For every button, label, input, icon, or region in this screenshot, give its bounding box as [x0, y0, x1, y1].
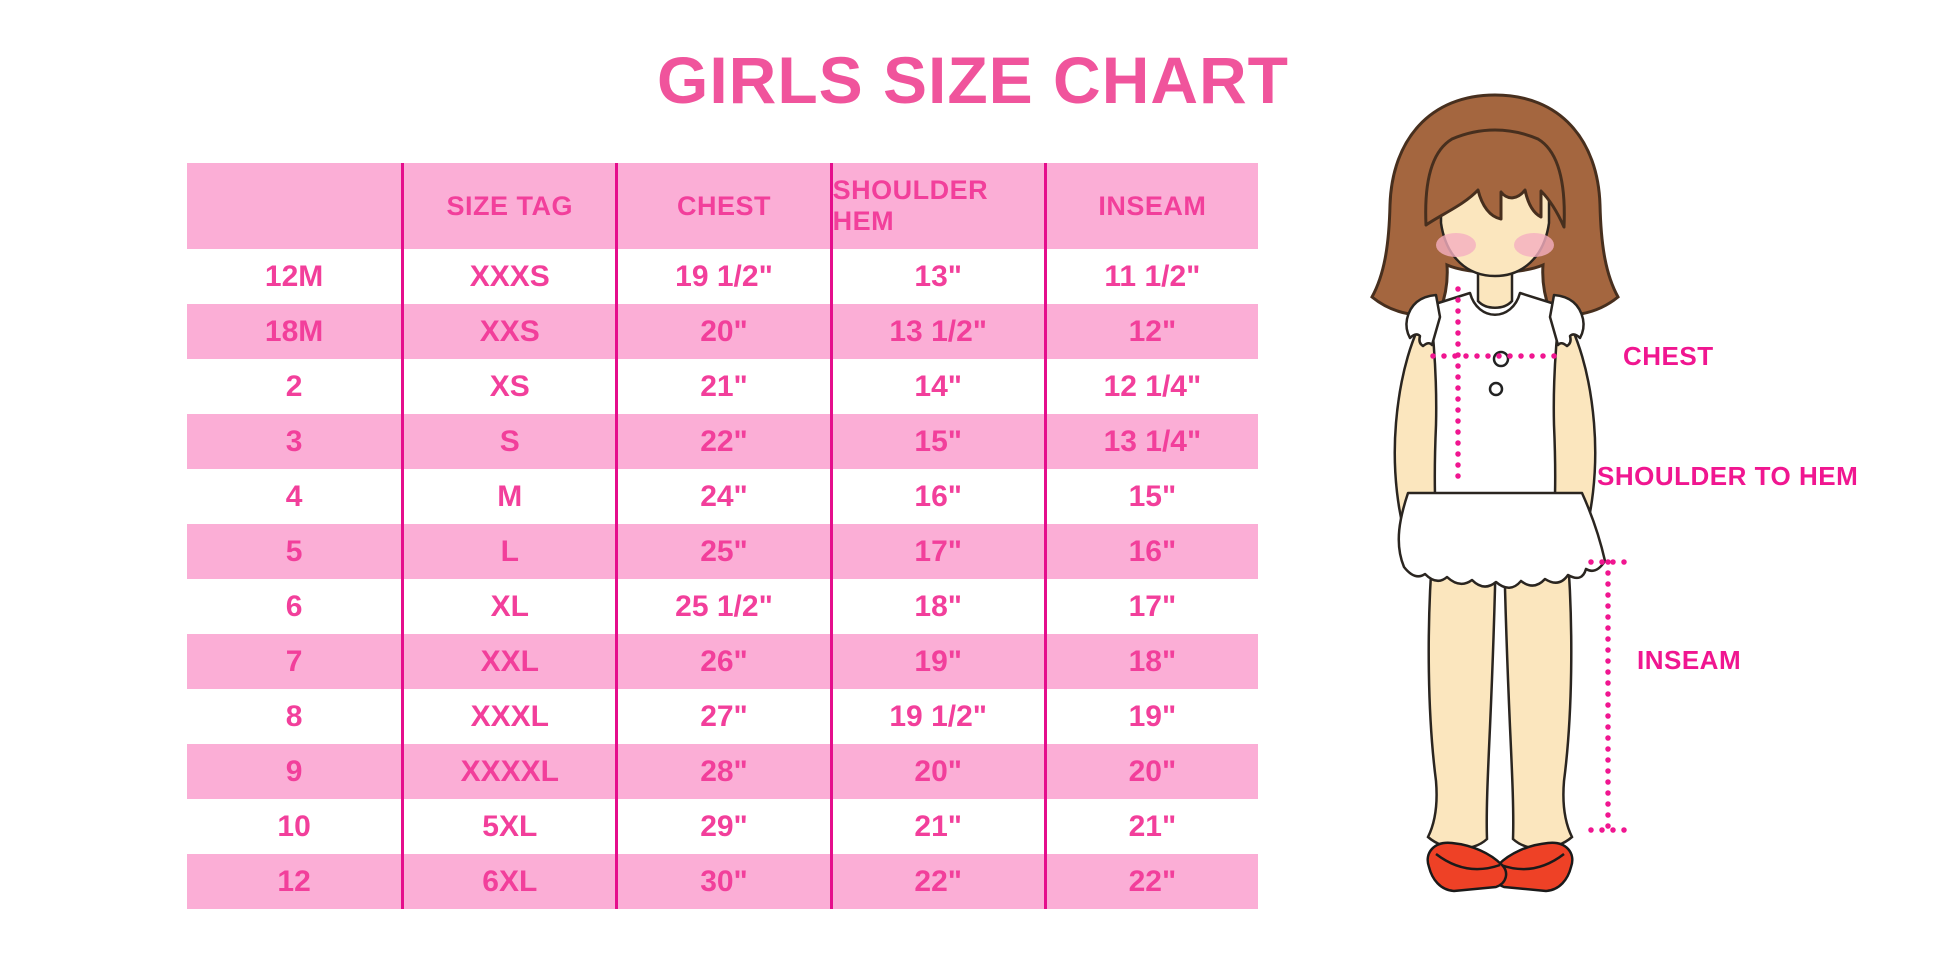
row-size-label: 10: [277, 809, 311, 843]
girl-blush-right: [1514, 233, 1554, 257]
column-header: CHEST: [615, 163, 830, 249]
table-cell: XXXXL: [401, 744, 616, 799]
table-cell: XXXL: [401, 689, 615, 744]
size-table: SIZE TAG CHEST SHOULDER HEM INSEAM 12M XXXS 19…: [187, 163, 1258, 909]
table-cell: 19": [829, 634, 1044, 689]
table-cell: 22": [1043, 854, 1258, 909]
table-cell: XXL: [401, 634, 616, 689]
table-cell: 20": [829, 744, 1044, 799]
girl-ruffle-left: [1405, 293, 1442, 348]
table-cell: XXS: [401, 304, 616, 359]
table-cell: 27": [615, 689, 829, 744]
table-cell: 19 1/2": [615, 249, 829, 304]
table-cell: 21": [829, 799, 1044, 854]
row-size-label: 6: [285, 589, 303, 623]
table-cell: 28": [615, 744, 830, 799]
row-size-label: 8: [285, 699, 303, 733]
column-header: [187, 163, 402, 249]
table-cell: 22": [829, 854, 1044, 909]
row-size-label: 2: [285, 369, 303, 403]
table-cell: 30": [615, 854, 830, 909]
table-cell: 25 1/2": [615, 579, 829, 634]
table-cell: 19 1/2": [829, 689, 1044, 744]
chest-label: CHEST: [1623, 341, 1714, 371]
table-cell: 22": [615, 414, 830, 469]
girl-bangs: [1424, 128, 1566, 229]
table-cell: 19": [1043, 689, 1258, 744]
table-cell: 25": [615, 524, 830, 579]
table-cell: 16": [1043, 524, 1258, 579]
table-cell: S: [401, 414, 616, 469]
dress-button-1: [1492, 350, 1510, 368]
row-size-label: 3: [187, 414, 402, 469]
girl-leg-right: [1502, 543, 1574, 850]
table-cell: L: [401, 524, 616, 579]
table-cell: M: [401, 469, 615, 524]
table-cell: 13 1/4": [1043, 414, 1258, 469]
shoulder-to-hem-label: SHOULDER TO HEM: [1597, 461, 1859, 491]
girl-shoe-strap-left: [1435, 853, 1501, 871]
row-size-label: 9: [187, 744, 402, 799]
table-cell: 21": [615, 359, 829, 414]
table-cell: 15": [829, 414, 1044, 469]
table-cell: 5XL: [401, 799, 615, 854]
row-size-label: 12: [187, 854, 402, 909]
table-cell: 17": [1043, 579, 1258, 634]
table-cell: 15": [1043, 469, 1258, 524]
table-cell: 12": [1043, 304, 1258, 359]
girl-illustration: [1370, 93, 1628, 893]
table-cell: 17": [829, 524, 1044, 579]
table-cell: 11 1/2": [1043, 249, 1258, 304]
row-size-label: 18M: [187, 304, 402, 359]
table-cell: 13 1/2": [829, 304, 1044, 359]
table-cell: 16": [829, 469, 1044, 524]
girl-shoe-strap-right: [1500, 853, 1565, 871]
table-cell: 18": [829, 579, 1044, 634]
table-cell: 20": [615, 304, 830, 359]
page-title: GIRLS SIZE CHART: [656, 43, 1289, 117]
table-cell: 13": [829, 249, 1044, 304]
column-header: SHOULDER HEM: [829, 163, 1044, 249]
table-cell: 14": [829, 359, 1044, 414]
table-cell: XL: [401, 579, 615, 634]
row-size-label: 7: [187, 634, 402, 689]
table-cell: 12 1/4": [1043, 359, 1258, 414]
dress-button-2: [1488, 381, 1504, 397]
girl-leg-left: [1426, 543, 1498, 850]
row-size-label: 12M: [264, 259, 324, 293]
row-size-label: 5: [187, 524, 402, 579]
table-cell: 21": [1043, 799, 1258, 854]
inseam-label: INSEAM: [1637, 645, 1742, 675]
table-cell: XS: [401, 359, 615, 414]
measurement-lines: [1430, 286, 1628, 833]
table-cell: 29": [615, 799, 829, 854]
row-size-label: 4: [285, 479, 303, 513]
girl-ruffle-right: [1548, 293, 1585, 348]
girl-blush-left: [1436, 233, 1476, 257]
girl-skirt: [1397, 491, 1607, 589]
table-cell: 20": [1043, 744, 1258, 799]
table-cell: 6XL: [401, 854, 616, 909]
table-cell: 24": [615, 469, 829, 524]
column-header: INSEAM: [1043, 163, 1258, 249]
table-cell: 26": [615, 634, 830, 689]
column-header: SIZE TAG: [401, 163, 616, 249]
girl-shoe-left: [1426, 841, 1508, 893]
table-cell: XXXS: [401, 249, 615, 304]
table-cell: 18": [1043, 634, 1258, 689]
